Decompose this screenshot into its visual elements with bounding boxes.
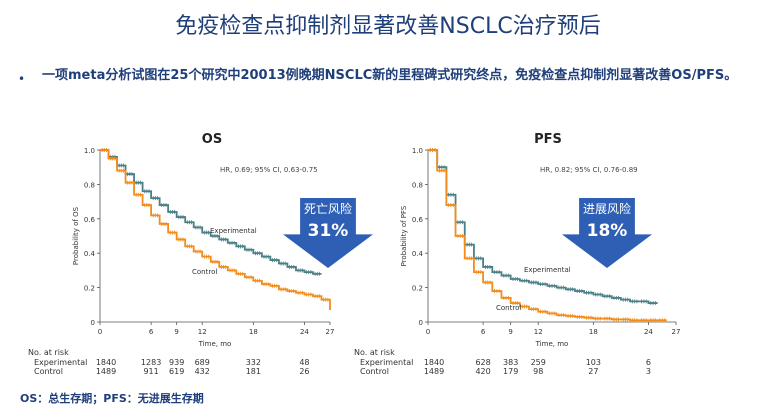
hr-annotation: HR, 0.82; 95% CI, 0.76-0.89 (540, 166, 638, 174)
x-tick-label: 27 (672, 328, 681, 336)
y-tick-label: 0.8 (412, 181, 423, 189)
series-line-control (428, 149, 667, 322)
x-tick-label: 12 (534, 328, 543, 336)
x-tick-label: 9 (174, 328, 178, 336)
risk-value: 1840 (423, 358, 445, 367)
callout-value: 18% (587, 221, 628, 241)
risk-value: 27 (588, 367, 599, 376)
bullet-text: 一项meta分析试图在25个研究中20013例晚期NSCLC新的里程碑式研究终点… (42, 68, 738, 83)
risk-value: 420 (475, 367, 491, 376)
x-axis-label: Time, mo (535, 340, 569, 348)
risk-callout-arrow (283, 198, 373, 268)
risk-row-label: Experimental (360, 358, 414, 367)
callout-label: 死亡风险 (304, 201, 352, 216)
risk-value: 181 (245, 367, 261, 376)
risk-value: 1283 (140, 358, 162, 367)
risk-value: 179 (503, 367, 519, 376)
x-tick-label: 12 (198, 328, 207, 336)
y-tick-label: 0.4 (412, 250, 424, 258)
y-tick-label: 0.6 (84, 216, 96, 224)
y-tick-label: 0.4 (84, 250, 96, 258)
bullet-marker: • (18, 72, 26, 86)
y-axis-label: Probability of OS (72, 206, 80, 265)
callout-value: 31% (308, 221, 349, 241)
x-tick-label: 18 (589, 328, 598, 336)
x-tick-label: 9 (508, 328, 512, 336)
risk-value: 689 (194, 358, 210, 367)
risk-value: 911 (143, 367, 159, 376)
risk-value: 619 (169, 367, 185, 376)
x-tick-label: 27 (326, 328, 335, 336)
x-tick-label: 18 (249, 328, 258, 336)
risk-value: 332 (245, 358, 261, 367)
risk-row-label: Control (34, 367, 63, 376)
x-tick-label: 6 (481, 328, 486, 336)
risk-row-label: Experimental (34, 358, 88, 367)
series-label: Control (192, 268, 217, 276)
risk-value: 259 (530, 358, 546, 367)
risk-value: 1489 (423, 367, 445, 376)
y-tick-label: 0.2 (412, 285, 423, 293)
risk-value: 1840 (95, 358, 117, 367)
slide-title: 免疫检查点抑制剂显著改善NSCLC治疗预后 (175, 14, 601, 39)
y-tick-label: 0 (419, 319, 423, 327)
risk-header: No. at risk (28, 348, 69, 357)
x-axis-label: Time, mo (198, 340, 232, 348)
risk-value: 628 (475, 358, 491, 367)
y-tick-label: 0.2 (84, 285, 95, 293)
footnote: OS：总生存期；PFS：无进展生存期 (20, 392, 204, 405)
series-label: Experimental (524, 266, 571, 274)
risk-value: 3 (645, 367, 651, 376)
series-label: Experimental (210, 227, 257, 235)
y-tick-label: 0 (91, 319, 95, 327)
y-tick-label: 0.8 (84, 181, 95, 189)
y-tick-label: 0.6 (412, 216, 424, 224)
risk-value: 432 (194, 367, 210, 376)
risk-value: 939 (169, 358, 185, 367)
series-label: Control (496, 304, 521, 312)
risk-row-label: Control (360, 367, 389, 376)
risk-header: No. at risk (354, 348, 395, 357)
risk-value: 26 (299, 367, 310, 376)
risk-value: 103 (585, 358, 601, 367)
chart-title: OS (202, 132, 222, 147)
risk-value: 6 (645, 358, 651, 367)
risk-value: 48 (299, 358, 310, 367)
x-tick-label: 6 (149, 328, 154, 336)
chart-title: PFS (534, 132, 562, 147)
risk-value: 1489 (95, 367, 117, 376)
y-axis-label: Probability of PFS (400, 205, 408, 266)
x-tick-label: 0 (98, 328, 102, 336)
risk-value: 98 (533, 367, 544, 376)
hr-annotation: HR, 0.69; 95% CI, 0.63-0.75 (220, 166, 318, 174)
x-tick-label: 0 (426, 328, 430, 336)
risk-callout-arrow (562, 198, 652, 268)
series-line-control (100, 149, 331, 310)
y-tick-label: 1.0 (84, 147, 95, 155)
risk-value: 383 (503, 358, 519, 367)
x-tick-label: 24 (300, 328, 309, 336)
y-tick-label: 1.0 (412, 147, 423, 155)
x-tick-label: 24 (644, 328, 653, 336)
callout-label: 进展风险 (583, 201, 631, 216)
